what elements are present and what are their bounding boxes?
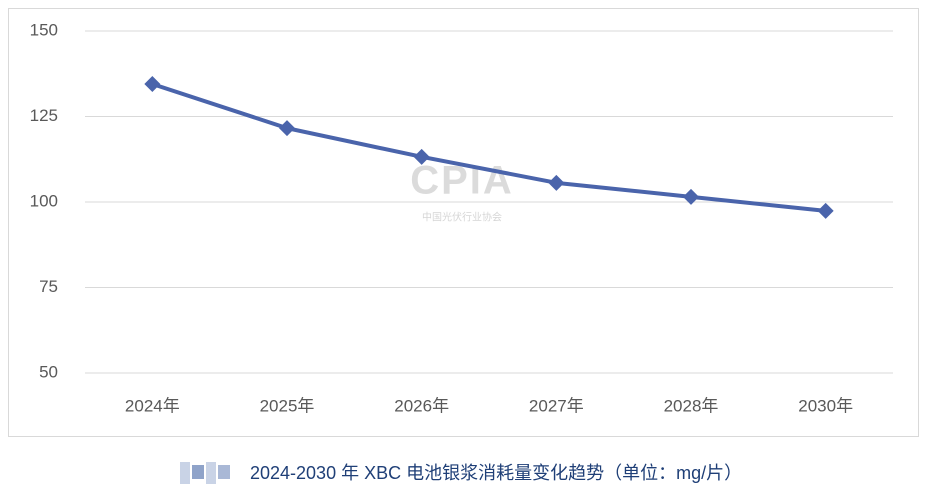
chart-title: 2024-2030 年 XBC 电池银浆消耗量变化趋势（单位：mg/片） bbox=[250, 463, 742, 483]
data-point bbox=[144, 76, 161, 93]
y-tick-label: 125 bbox=[30, 106, 58, 125]
y-tick-label: 75 bbox=[39, 277, 58, 296]
x-tick-label: 2026年 bbox=[394, 396, 449, 415]
watermark-subtitle: 中国光伏行业协会 bbox=[422, 211, 502, 224]
data-point bbox=[548, 174, 565, 191]
y-tick-label: 150 bbox=[30, 20, 58, 39]
x-tick-label: 2028年 bbox=[664, 396, 719, 415]
y-tick-label: 50 bbox=[39, 362, 58, 381]
line-series bbox=[151, 82, 826, 213]
y-tick-label: 100 bbox=[30, 191, 58, 210]
chart-frame bbox=[8, 8, 919, 437]
data-point bbox=[279, 120, 295, 137]
watermark: CPIA 中国光伏行业协会 bbox=[410, 159, 512, 224]
x-tick-label: 2027年 bbox=[529, 396, 584, 415]
data-point bbox=[413, 148, 430, 165]
title-icon bbox=[180, 462, 230, 484]
data-point bbox=[683, 188, 699, 205]
x-tick-label: 2025年 bbox=[260, 396, 315, 415]
x-tick-label: 2024年 bbox=[125, 396, 180, 415]
data-point bbox=[817, 202, 834, 219]
x-tick-label: 2030年 bbox=[798, 396, 853, 415]
